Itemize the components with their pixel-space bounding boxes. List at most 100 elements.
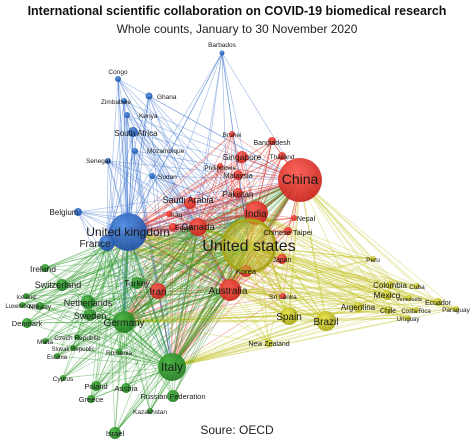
link-iran-france	[106, 242, 159, 292]
link-malta-germany	[44, 321, 125, 342]
link-denmark-india	[26, 212, 257, 324]
node-australia	[219, 279, 241, 301]
link-australia-uk	[127, 231, 231, 291]
node-sri_lanka	[280, 293, 286, 299]
label-ecuador: Ecuador	[425, 300, 452, 307]
link-argentina-india	[255, 212, 359, 308]
link-germany-canada	[123, 226, 199, 323]
link-cuba-australia	[229, 285, 418, 291]
link-spain-uk	[127, 231, 290, 317]
link-brazil-china	[299, 179, 327, 322]
link-saudi-australia	[189, 202, 231, 291]
node-iceland	[23, 293, 29, 299]
link-switzerland-china	[61, 179, 301, 286]
link-senegal-india	[107, 160, 257, 214]
link-venezuela-germany	[123, 297, 410, 323]
link-slovak-uk	[72, 231, 129, 349]
link-switzerland-canada	[61, 226, 199, 286]
link-congo-india	[117, 78, 257, 214]
label-belgium: Belgium	[50, 208, 79, 217]
link-brazil-italy	[171, 320, 327, 368]
link-israel-china	[114, 179, 301, 434]
label-iran: Iran	[149, 287, 166, 298]
link-congo-france	[106, 78, 119, 244]
link-cyprus-germany	[62, 321, 125, 379]
link-barbados-india	[221, 52, 257, 214]
node-malta	[42, 338, 48, 344]
link-russia-usa	[172, 245, 250, 397]
link-austria-australia	[125, 289, 231, 389]
link-turkey-france	[106, 242, 138, 284]
link-sudan-china	[151, 175, 301, 181]
link-austria-china	[125, 179, 301, 389]
label-philippines: Philippines	[204, 165, 236, 172]
label-new_zealand: New Zealand	[248, 341, 289, 348]
link-brunei-germany	[123, 133, 233, 323]
label-costa_rica: Costa Rica	[401, 309, 431, 315]
link-sudan-australia	[151, 175, 231, 291]
link-greece-canada	[90, 226, 199, 400]
node-czech	[74, 334, 80, 340]
label-kazakhstan: Kazakhstan	[133, 409, 167, 416]
link-spain-china	[288, 179, 301, 317]
link-ghana-australia	[148, 95, 231, 291]
link-senegal-canada	[107, 160, 199, 228]
node-israel	[109, 427, 121, 439]
link-argentina-france	[106, 242, 359, 308]
link-kenya-france	[106, 114, 128, 244]
link-singapore-germany	[123, 156, 243, 323]
label-zimbabwe: Zimbabwe	[101, 99, 131, 106]
link-cyprus-uk	[62, 231, 129, 379]
label-iceland: Iceland	[16, 295, 35, 301]
link-sri_lanka-france	[106, 242, 284, 297]
link-sri_lanka-uk	[127, 231, 284, 297]
link-spain-germany	[123, 315, 290, 323]
link-sweden-canada	[89, 226, 199, 316]
link-austria-germany	[123, 321, 127, 389]
link-switzerland-india	[61, 212, 257, 286]
link-iran-canada	[157, 226, 199, 292]
link-poland-uk	[95, 231, 129, 387]
chart-subtitle: Whole counts, January to 30 November 202…	[116, 22, 358, 36]
node-turkey	[131, 277, 143, 289]
link-iceland-china	[25, 179, 301, 297]
link-peru-australia	[229, 258, 374, 291]
link-norway-india	[39, 212, 257, 307]
link-barbados-canada	[197, 52, 223, 228]
link-egypt-australia	[172, 226, 231, 291]
label-singapore: Singapore	[223, 152, 262, 162]
link-sudan-india	[151, 175, 257, 214]
node-luxembourg	[19, 302, 25, 308]
label-malta: Malta	[37, 339, 53, 346]
link-mexico-china	[299, 179, 388, 296]
link-turkey-italy	[136, 282, 173, 368]
link-zimbabwe-china	[123, 100, 301, 181]
label-cuba: Cuba	[409, 284, 425, 291]
link-costa_rica-france	[106, 242, 417, 311]
link-egypt-india	[172, 212, 257, 228]
link-romania-france	[106, 242, 120, 353]
link-kazakhstan-australia	[149, 289, 231, 412]
node-ecuador	[434, 298, 442, 306]
link-denmark-italy	[26, 322, 173, 368]
link-kenya-china	[126, 114, 301, 181]
node-barbados	[219, 50, 225, 56]
link-belgium-italy	[77, 211, 173, 368]
label-japan: Japan	[272, 257, 291, 264]
link-iraq-australia	[168, 213, 231, 291]
link-colombia-italy	[171, 284, 391, 368]
link-iran-australia	[157, 289, 231, 292]
link-netherlands-india	[87, 212, 257, 303]
link-china-uk	[127, 179, 301, 233]
label-senegal: Senegal	[86, 158, 110, 165]
link-luxembourg-france	[21, 242, 108, 306]
link-saudi-italy	[171, 202, 191, 368]
link-uk-zimbabwe	[123, 100, 129, 233]
link-norway-france	[39, 242, 108, 307]
link-canada-italy	[171, 226, 199, 368]
node-switzerland	[56, 279, 68, 291]
link-cyprus-canada	[62, 226, 199, 379]
link-malta-italy	[44, 340, 173, 368]
link-south_africa-canada	[132, 131, 199, 228]
